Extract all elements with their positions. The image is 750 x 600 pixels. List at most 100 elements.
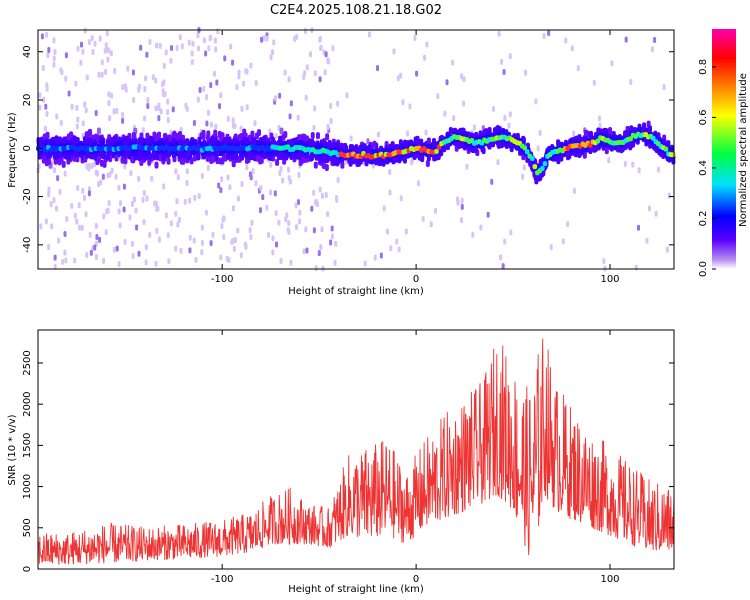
- band-point: [279, 127, 284, 135]
- noise-point: [121, 112, 125, 119]
- band-point: [175, 132, 180, 140]
- noise-point: [98, 236, 102, 243]
- noise-point: [259, 185, 263, 192]
- noise-point: [100, 71, 104, 78]
- band-point: [145, 132, 150, 140]
- band-point: [255, 154, 260, 162]
- noise-point: [228, 184, 232, 191]
- noise-point: [53, 254, 57, 261]
- noise-point: [324, 191, 328, 198]
- noise-point: [486, 211, 490, 218]
- noise-point: [118, 222, 122, 229]
- noise-point: [373, 254, 377, 261]
- noise-point: [170, 45, 174, 52]
- noise-point: [70, 103, 74, 110]
- noise-point: [274, 95, 278, 102]
- noise-point: [132, 97, 136, 104]
- noise-point: [76, 184, 80, 191]
- noise-point: [323, 69, 327, 76]
- noise-point: [50, 223, 54, 230]
- noise-point: [200, 239, 204, 246]
- noise-point: [81, 187, 85, 194]
- noise-point: [214, 123, 218, 130]
- noise-point: [60, 69, 64, 76]
- band-point: [124, 139, 129, 147]
- noise-point: [87, 162, 91, 169]
- band-point: [257, 129, 262, 137]
- noise-point: [209, 82, 213, 89]
- noise-point: [196, 96, 200, 103]
- band-point: [107, 138, 112, 146]
- noise-point: [135, 224, 139, 231]
- noise-point: [144, 75, 148, 82]
- noise-point: [107, 91, 111, 98]
- noise-point: [43, 125, 47, 132]
- noise-point: [279, 258, 283, 265]
- noise-point: [629, 79, 633, 86]
- band-point: [154, 135, 159, 143]
- band-point: [208, 139, 213, 147]
- noise-point: [244, 68, 248, 75]
- noise-point: [164, 212, 168, 219]
- noise-point: [425, 41, 429, 48]
- band-point: [499, 141, 504, 149]
- band-point: [251, 136, 256, 144]
- noise-point: [84, 107, 88, 114]
- noise-point: [139, 44, 143, 51]
- noise-point: [45, 110, 49, 117]
- y-tick-label: 2500: [22, 350, 33, 375]
- noise-point: [146, 96, 150, 103]
- noise-point: [561, 238, 565, 245]
- band-point: [448, 126, 453, 134]
- noise-point: [83, 101, 87, 108]
- noise-point: [406, 130, 410, 137]
- noise-point: [63, 249, 67, 256]
- noise-point: [141, 196, 145, 203]
- noise-point: [213, 37, 217, 44]
- noise-point: [115, 107, 119, 114]
- noise-point: [248, 227, 252, 234]
- noise-point: [226, 174, 230, 181]
- band-point: [627, 140, 632, 148]
- noise-point: [547, 29, 551, 36]
- noise-point: [254, 180, 258, 187]
- noise-point: [212, 70, 216, 77]
- noise-point: [130, 201, 134, 208]
- noise-point: [509, 229, 513, 236]
- band-point: [262, 135, 267, 143]
- noise-point: [129, 170, 133, 177]
- band-point: [66, 133, 71, 141]
- noise-point: [665, 246, 669, 253]
- noise-point: [44, 103, 48, 110]
- band-point: [364, 159, 369, 167]
- noise-point: [286, 227, 290, 234]
- noise-point: [200, 249, 204, 256]
- band-point: [482, 129, 487, 137]
- noise-point: [64, 75, 68, 82]
- noise-point: [287, 175, 291, 182]
- noise-point: [205, 94, 209, 101]
- colorbar-tick-label: 0.8: [698, 59, 709, 75]
- noise-point: [42, 96, 46, 103]
- noise-point: [87, 190, 91, 197]
- noise-point: [123, 163, 127, 170]
- noise-point: [231, 117, 235, 124]
- colorbar-tick-label: 0.4: [698, 160, 709, 176]
- noise-point: [146, 102, 150, 109]
- noise-point: [313, 70, 317, 77]
- noise-point: [570, 45, 574, 52]
- noise-point: [82, 194, 86, 201]
- noise-point: [326, 124, 330, 131]
- snr-frame: [37, 329, 675, 570]
- noise-point: [249, 233, 253, 240]
- noise-point: [180, 43, 184, 50]
- band-point: [321, 161, 326, 169]
- noise-point: [312, 189, 316, 196]
- noise-point: [312, 227, 316, 234]
- chart-title: C2E4.2025.108.21.18.G02: [270, 3, 442, 18]
- noise-point: [154, 200, 158, 207]
- band-point: [309, 152, 314, 160]
- band-point: [426, 137, 431, 145]
- band-point: [554, 152, 559, 160]
